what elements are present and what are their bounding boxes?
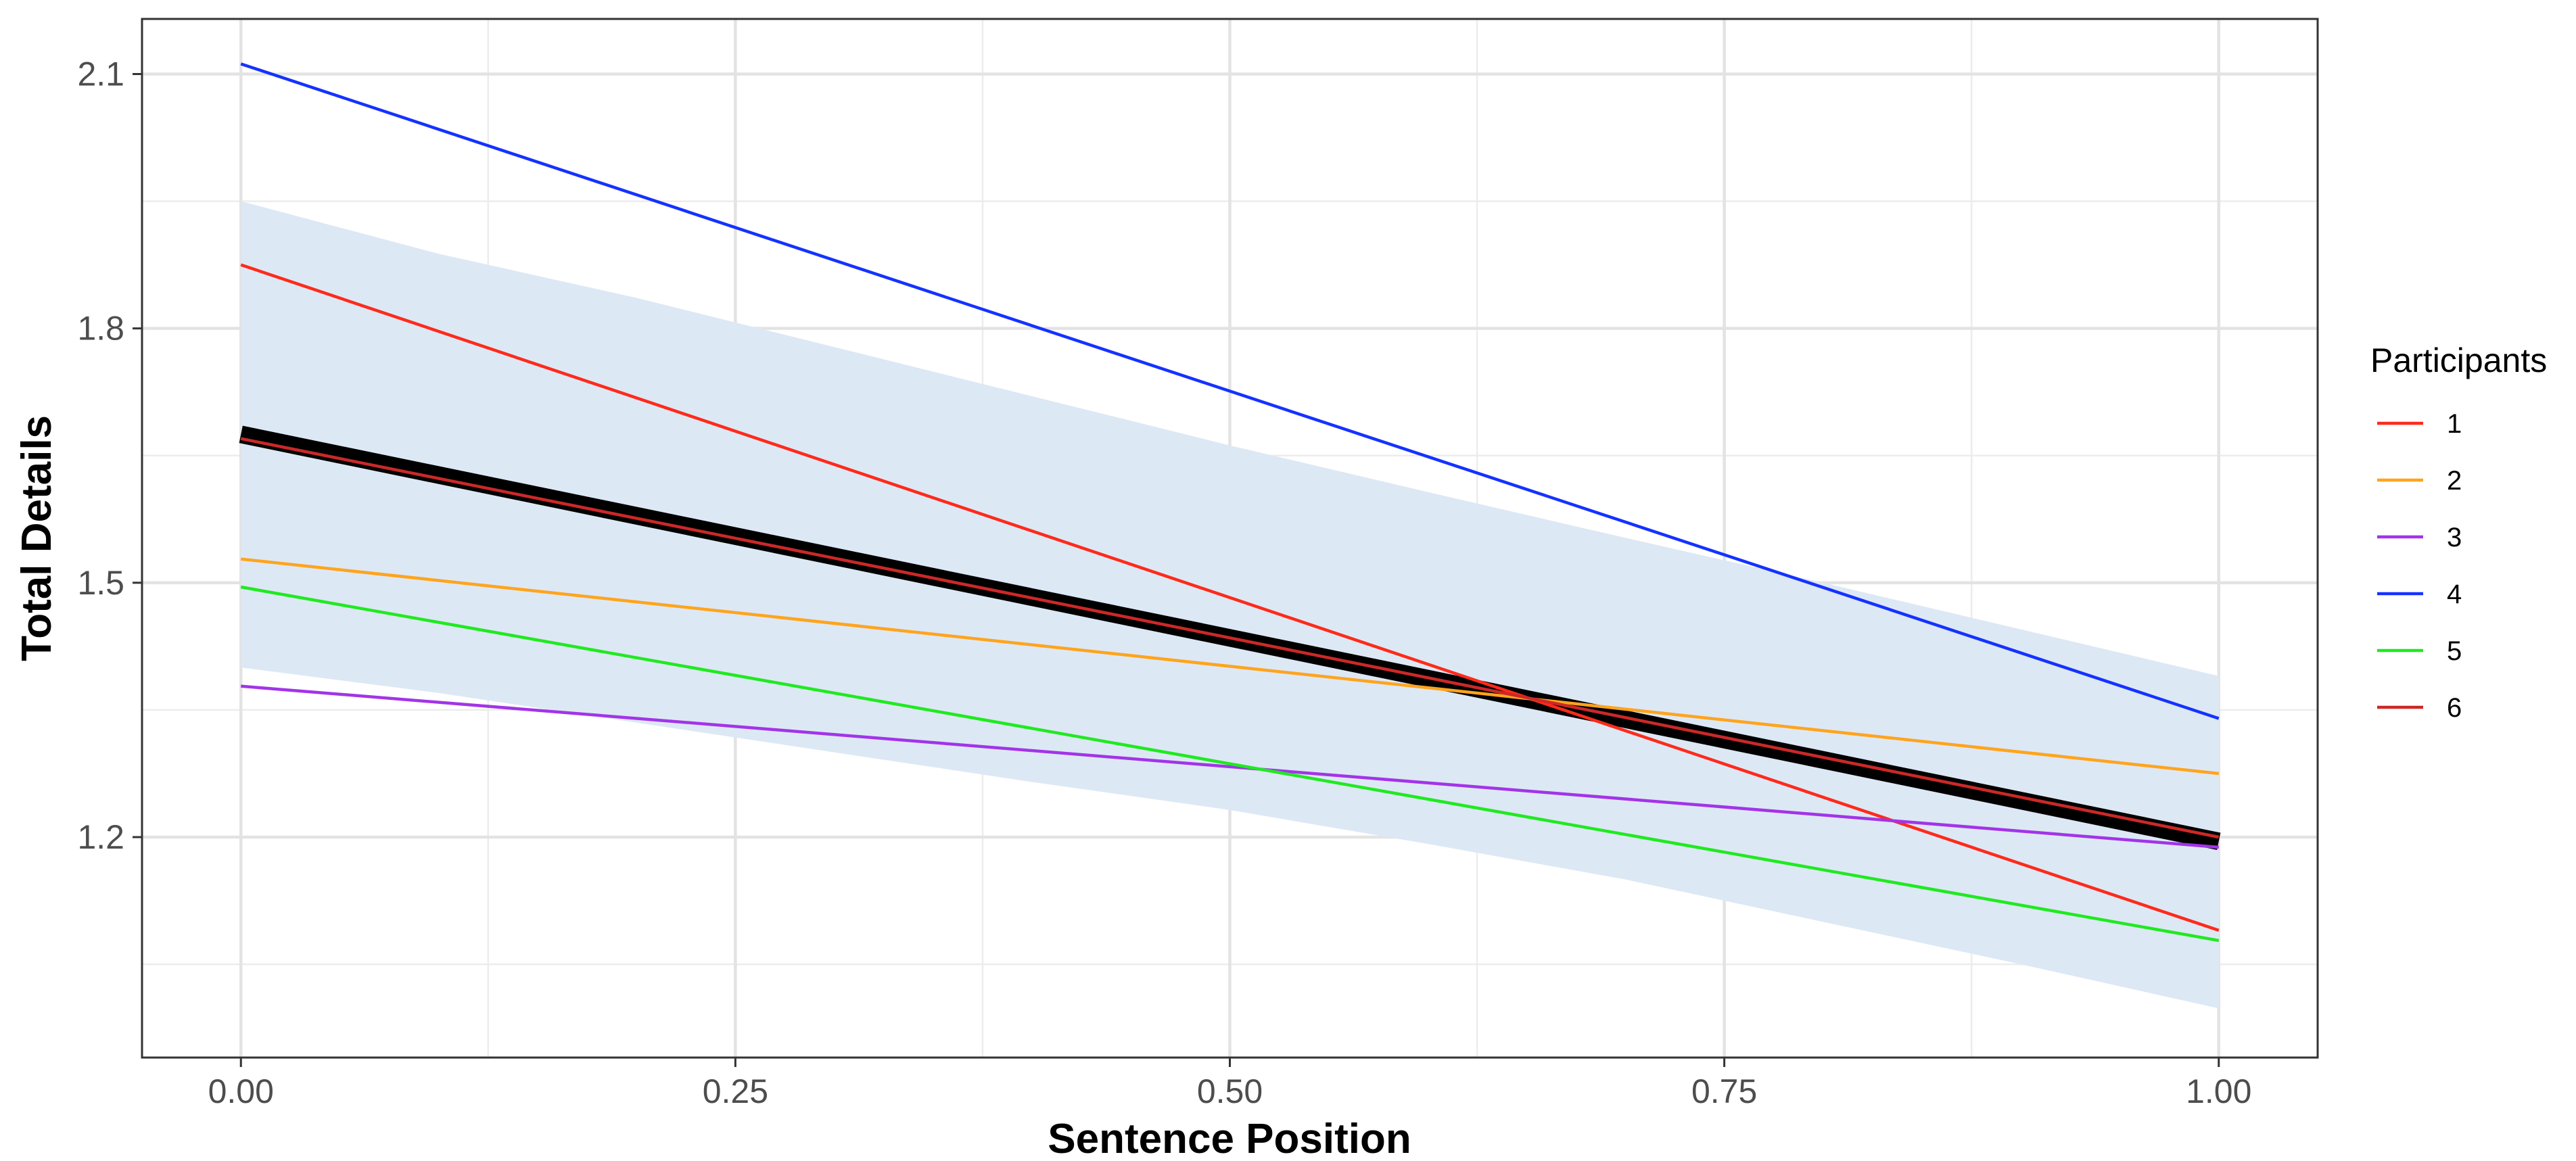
legend-label-6: 6	[2447, 693, 2462, 723]
x-tick-label: 0.00	[208, 1072, 274, 1110]
x-axis-title: Sentence Position	[1048, 1116, 1411, 1161]
x-tick-label: 0.75	[1691, 1072, 1757, 1110]
series-layer	[239, 62, 2221, 943]
y-tick-label: 1.2	[77, 818, 124, 856]
y-tick-label: 1.8	[77, 310, 124, 348]
x-tick-label: 0.25	[703, 1072, 768, 1110]
y-axis-title: Total Details	[14, 415, 60, 661]
legend-label-4: 4	[2447, 579, 2462, 609]
series-line-2	[240, 557, 2220, 776]
x-tick-label: 0.50	[1197, 1072, 1263, 1110]
y-axis: 1.2 1.5 1.8 2.1	[77, 55, 142, 856]
legend-label-2: 2	[2447, 466, 2462, 496]
series-line-4	[240, 62, 2220, 720]
x-axis: 0.00 0.25 0.50 0.75 1.00	[208, 1058, 2251, 1110]
series-line-5	[240, 585, 2220, 943]
series-line-6	[240, 437, 2220, 839]
legend-label-1: 1	[2447, 409, 2462, 439]
legend-label-5: 5	[2447, 636, 2462, 666]
legend-label-3: 3	[2447, 523, 2462, 552]
x-tick-label: 1.00	[2186, 1072, 2251, 1110]
series-line-3	[241, 684, 2219, 849]
legend: Participants 1 2 3 4 5 6	[2370, 341, 2547, 723]
y-tick-label: 2.1	[77, 55, 124, 93]
legend-title: Participants	[2370, 341, 2547, 379]
y-tick-label: 1.5	[77, 564, 124, 602]
